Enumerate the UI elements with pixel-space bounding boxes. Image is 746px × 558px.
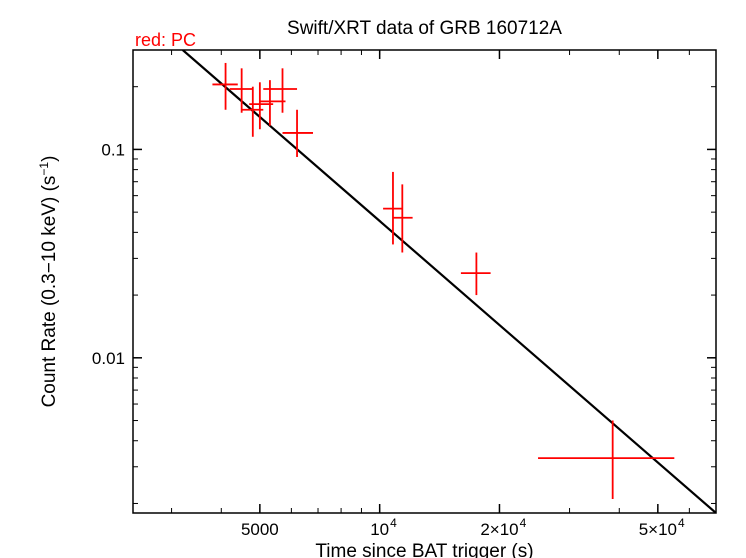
svg-text:5×10: 5×10 [639, 520, 677, 539]
x-tick-label: 5000 [241, 520, 279, 539]
legend-label: red: PC [135, 30, 196, 50]
y-axis-label: Count Rate (0.3−10 keV) (s−1) [37, 156, 60, 408]
x-tick-label: 104 [370, 516, 397, 539]
svg-text:4: 4 [520, 516, 527, 530]
svg-text:2×10: 2×10 [480, 520, 518, 539]
chart-svg: Swift/XRT data of GRB 160712A red: PC 5000… [0, 0, 746, 558]
svg-text:5000: 5000 [241, 520, 279, 539]
svg-text:4: 4 [390, 516, 397, 530]
y-tick-label: 0.1 [101, 140, 125, 159]
x-tick-label: 5×104 [639, 516, 685, 539]
chart-title: Swift/XRT data of GRB 160712A [287, 18, 562, 39]
plot-area [133, 50, 716, 513]
x-tick-label: 2×104 [480, 516, 526, 539]
y-tick-label: 0.01 [92, 349, 125, 368]
svg-text:Count Rate (0.3−10 keV) (s−1): Count Rate (0.3−10 keV) (s−1) [37, 156, 60, 408]
svg-text:10: 10 [370, 520, 389, 539]
svg-text:4: 4 [678, 516, 685, 530]
chart-container: Swift/XRT data of GRB 160712A red: PC 5000… [0, 0, 746, 558]
x-axis-label: Time since BAT trigger (s) [315, 541, 533, 558]
